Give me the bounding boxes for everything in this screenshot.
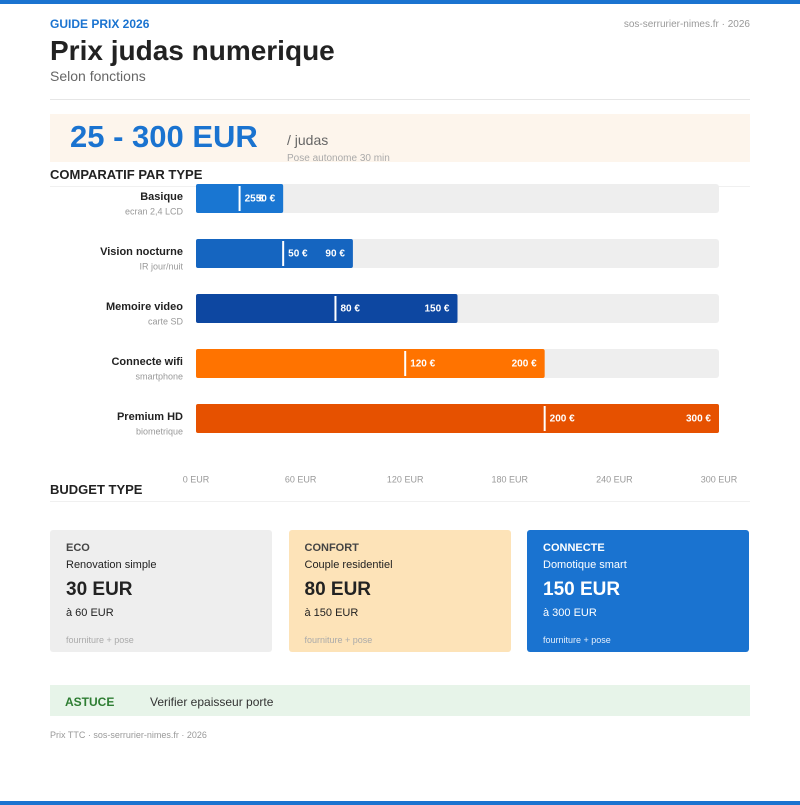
category-label: Premium HD bbox=[117, 411, 183, 423]
card-upto: à 60 EUR bbox=[66, 607, 114, 619]
bar bbox=[196, 239, 353, 268]
min-label: 80 € bbox=[340, 304, 360, 315]
card-label: ECO bbox=[66, 542, 90, 554]
card-label: CONFORT bbox=[304, 542, 359, 554]
x-tick-label: 240 EUR bbox=[596, 474, 633, 484]
tip-text: Verifier epaisseur porte bbox=[150, 695, 274, 709]
subtitle: Selon fonctions bbox=[50, 68, 146, 84]
min-label: 25 € bbox=[245, 194, 265, 205]
min-label: 50 € bbox=[288, 249, 308, 260]
max-label: 200 € bbox=[512, 359, 537, 370]
x-tick-label: 180 EUR bbox=[492, 474, 529, 484]
hero-unit: / judas bbox=[287, 132, 329, 148]
footer: Prix TTC · sos-serrurier-nimes.fr · 2026 bbox=[50, 730, 207, 740]
bar bbox=[196, 404, 719, 433]
tip-box bbox=[50, 685, 750, 716]
bottom-stripe bbox=[0, 801, 800, 805]
category-label: Memoire video bbox=[106, 301, 183, 313]
x-tick-label: 0 EUR bbox=[183, 474, 210, 484]
divider bbox=[50, 501, 750, 502]
kicker: GUIDE PRIX 2026 bbox=[50, 17, 150, 31]
bar bbox=[196, 294, 458, 323]
card-upto: à 300 EUR bbox=[543, 607, 597, 619]
budget-card: CONFORT Couple residentiel 80 EUR à 150 EUR… bbox=[288, 530, 511, 652]
tip-label: ASTUCE bbox=[65, 695, 115, 709]
card-upto: à 150 EUR bbox=[304, 607, 359, 619]
min-label: 200 € bbox=[550, 414, 575, 425]
max-label: 50 € bbox=[256, 194, 276, 205]
category-sublabel: ecran 2,4 LCD bbox=[125, 206, 184, 216]
top-stripe bbox=[0, 0, 800, 4]
bar bbox=[196, 349, 545, 378]
category-sublabel: biometrique bbox=[136, 426, 183, 436]
category-sublabel: carte SD bbox=[148, 316, 184, 326]
hero-note: Pose autonome 30 min bbox=[287, 153, 390, 164]
hero-price: 25 - 300 EUR bbox=[70, 119, 258, 154]
card-price: 80 EUR bbox=[304, 579, 372, 600]
budget-card: ECO Renovation simple 30 EUR à 60 EUR fourni… bbox=[50, 530, 272, 652]
category-label: Connecte wifi bbox=[111, 356, 183, 368]
category-label: Basique bbox=[140, 191, 183, 203]
card-label: CONNECTE bbox=[543, 542, 605, 554]
site: sos-serrurier-nimes.fr · 2026 bbox=[623, 19, 750, 30]
max-label: 90 € bbox=[325, 249, 345, 260]
chart: 0 EUR 60 EUR 120 EUR 180 EUR 240 EUR 300 EUR B… bbox=[100, 184, 738, 484]
card-note: fourniture + pose bbox=[304, 635, 373, 645]
x-tick-label: 300 EUR bbox=[701, 474, 738, 484]
chart-title: COMPARATIF PAR TYPE bbox=[50, 167, 203, 182]
card-note: fourniture + pose bbox=[66, 635, 134, 645]
track bbox=[196, 184, 719, 213]
divider bbox=[50, 99, 750, 100]
min-label: 120 € bbox=[410, 359, 435, 370]
title: Prix judas numerique bbox=[50, 35, 335, 66]
category-sublabel: IR jour/nuit bbox=[139, 261, 183, 271]
card-price: 30 EUR bbox=[66, 579, 133, 600]
card-profile: Renovation simple bbox=[66, 559, 157, 571]
card-note: fourniture + pose bbox=[543, 635, 611, 645]
x-tick-label: 120 EUR bbox=[387, 474, 424, 484]
budget-card: CONNECTE Domotique smart 150 EUR à 300 EUR f… bbox=[527, 530, 749, 652]
category-label: Vision nocturne bbox=[100, 246, 183, 258]
card-profile: Couple residentiel bbox=[304, 559, 393, 571]
max-label: 150 € bbox=[424, 304, 449, 315]
max-label: 300 € bbox=[686, 414, 711, 425]
card-price: 150 EUR bbox=[543, 579, 621, 600]
hero-box bbox=[50, 114, 750, 162]
category-sublabel: smartphone bbox=[135, 371, 183, 381]
budget-title: BUDGET TYPE bbox=[50, 482, 143, 497]
card-profile: Domotique smart bbox=[543, 559, 627, 571]
x-tick-label: 60 EUR bbox=[285, 474, 317, 484]
